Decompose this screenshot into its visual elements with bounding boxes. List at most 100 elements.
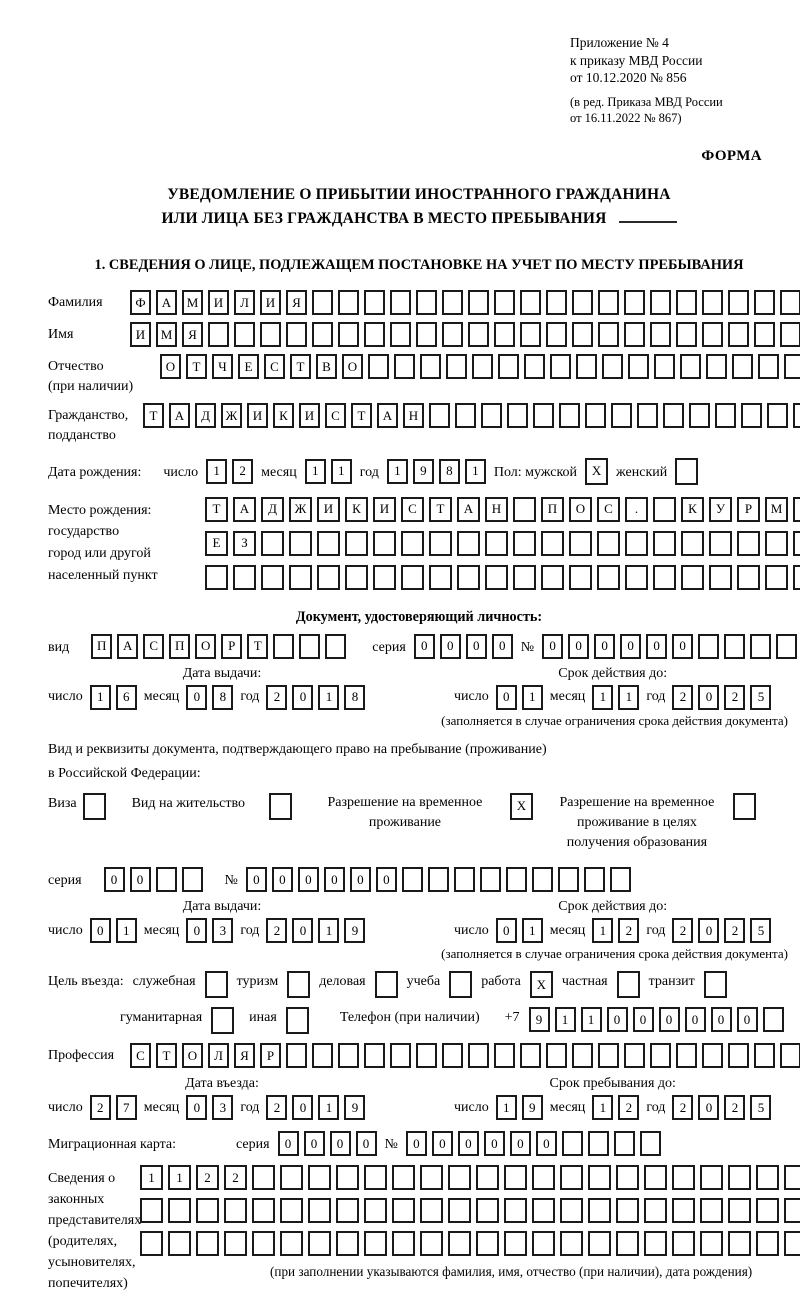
char-cell[interactable] (457, 564, 480, 590)
char-cell[interactable]: Н (403, 403, 424, 429)
char-cell[interactable] (401, 867, 423, 893)
char-cell[interactable] (390, 290, 411, 316)
char-cell[interactable] (513, 496, 536, 522)
char-cell[interactable] (401, 564, 424, 590)
char-cell[interactable]: 1 (592, 684, 614, 710)
char-cell[interactable] (550, 354, 571, 380)
char-cell[interactable]: 0 (245, 867, 267, 893)
char-cell[interactable] (416, 1043, 437, 1069)
char-cell[interactable] (168, 1198, 191, 1224)
char-cell[interactable] (289, 530, 312, 556)
char-cell[interactable] (345, 564, 368, 590)
char-cell[interactable]: Я (182, 322, 203, 348)
char-cell[interactable] (653, 530, 676, 556)
char-cell[interactable]: И (247, 403, 268, 429)
char-cell[interactable] (644, 1198, 667, 1224)
char-cell[interactable] (533, 403, 554, 429)
char-cell[interactable] (448, 1165, 471, 1191)
char-cell[interactable] (338, 1043, 359, 1069)
char-cell[interactable] (364, 1165, 387, 1191)
char-cell[interactable] (793, 530, 800, 556)
char-cell[interactable]: Д (261, 496, 284, 522)
char-cell[interactable] (644, 1165, 667, 1191)
char-cell[interactable] (780, 1043, 800, 1069)
char-cell[interactable] (420, 1198, 443, 1224)
char-cell[interactable] (204, 971, 228, 999)
char-cell[interactable]: 0 (129, 867, 151, 893)
char-cell[interactable]: 1 (521, 684, 543, 710)
char-cell[interactable]: 3 (212, 1095, 234, 1121)
char-cell[interactable] (442, 322, 463, 348)
char-cell[interactable]: 0 (355, 1131, 377, 1157)
char-cell[interactable]: Н (485, 496, 508, 522)
char-cell[interactable]: 1 (521, 918, 543, 944)
char-cell[interactable] (532, 1165, 555, 1191)
char-cell[interactable]: У (709, 496, 732, 522)
char-cell[interactable] (572, 1043, 593, 1069)
char-cell[interactable]: О (182, 1043, 203, 1069)
char-cell[interactable] (468, 322, 489, 348)
char-cell[interactable] (234, 322, 255, 348)
char-cell[interactable] (698, 633, 720, 659)
char-cell[interactable]: 1 (330, 458, 352, 484)
char-cell[interactable] (732, 792, 756, 820)
char-cell[interactable] (513, 530, 536, 556)
char-cell[interactable] (676, 322, 697, 348)
char-cell[interactable] (420, 354, 441, 380)
char-cell[interactable]: 0 (535, 1131, 557, 1157)
char-cell[interactable]: 0 (568, 633, 590, 659)
char-cell[interactable] (585, 403, 606, 429)
char-cell[interactable]: Е (238, 354, 259, 380)
char-cell[interactable] (616, 1198, 639, 1224)
char-cell[interactable]: 2 (672, 1095, 694, 1121)
char-cell[interactable] (728, 1043, 749, 1069)
char-cell[interactable] (653, 496, 676, 522)
char-cell[interactable] (286, 1043, 307, 1069)
char-cell[interactable]: 0 (303, 1131, 325, 1157)
char-cell[interactable] (345, 530, 368, 556)
char-cell[interactable]: О (195, 633, 217, 659)
char-cell[interactable] (680, 354, 701, 380)
char-cell[interactable] (312, 322, 333, 348)
char-cell[interactable] (336, 1165, 359, 1191)
char-cell[interactable] (532, 1198, 555, 1224)
char-cell[interactable] (364, 1231, 387, 1257)
char-cell[interactable]: Т (247, 633, 269, 659)
char-cell[interactable] (587, 1131, 609, 1157)
char-cell[interactable] (644, 1231, 667, 1257)
char-cell[interactable]: 0 (658, 1007, 680, 1033)
char-cell[interactable] (252, 1231, 275, 1257)
char-cell[interactable] (453, 867, 475, 893)
char-cell[interactable] (252, 1165, 275, 1191)
char-cell[interactable] (420, 1231, 443, 1257)
char-cell[interactable]: 7 (115, 1095, 137, 1121)
char-cell[interactable]: Ж (289, 496, 312, 522)
char-cell[interactable] (504, 1165, 527, 1191)
char-cell[interactable]: X (529, 971, 553, 999)
char-cell[interactable] (613, 1131, 635, 1157)
char-cell[interactable]: Т (143, 403, 164, 429)
char-cell[interactable]: 2 (266, 918, 288, 944)
char-cell[interactable] (449, 971, 473, 999)
char-cell[interactable]: А (169, 403, 190, 429)
char-cell[interactable] (392, 1198, 415, 1224)
char-cell[interactable]: В (316, 354, 337, 380)
char-cell[interactable] (784, 354, 800, 380)
char-cell[interactable]: Т (290, 354, 311, 380)
char-cell[interactable] (504, 1231, 527, 1257)
char-cell[interactable] (494, 322, 515, 348)
char-cell[interactable] (784, 1231, 800, 1257)
char-cell[interactable] (700, 1231, 723, 1257)
char-cell[interactable]: Т (205, 496, 228, 522)
char-cell[interactable]: О (793, 496, 800, 522)
char-cell[interactable] (308, 1231, 331, 1257)
char-cell[interactable]: 0 (483, 1131, 505, 1157)
char-cell[interactable] (392, 1165, 415, 1191)
char-cell[interactable] (457, 530, 480, 556)
char-cell[interactable]: С (325, 403, 346, 429)
char-cell[interactable]: 0 (698, 1095, 720, 1121)
char-cell[interactable] (338, 290, 359, 316)
char-cell[interactable]: 0 (620, 633, 642, 659)
char-cell[interactable]: 1 (592, 1095, 614, 1121)
char-cell[interactable]: 2 (618, 1095, 640, 1121)
